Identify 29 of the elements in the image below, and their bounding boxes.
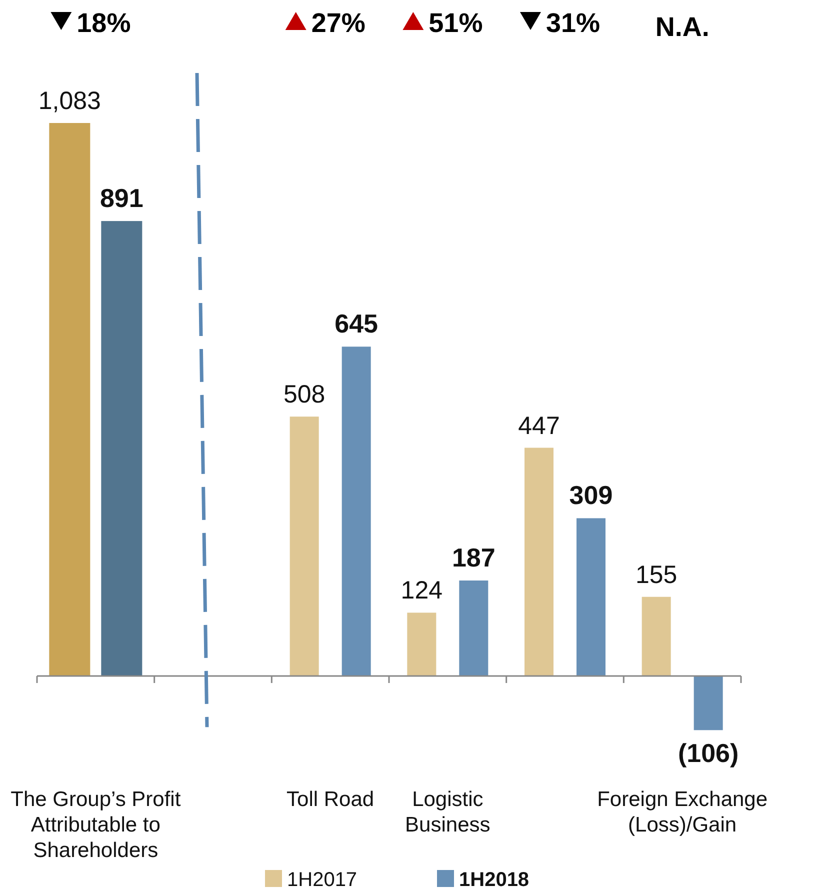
text: 18% bbox=[76, 8, 131, 38]
x-tick-label: The Group’s Profit Attributable to Shareholders bbox=[10, 788, 181, 862]
data-label: 187 bbox=[452, 542, 496, 573]
bar bbox=[524, 448, 554, 676]
bar bbox=[342, 346, 371, 676]
text: N.A. bbox=[655, 12, 710, 42]
text: 27% bbox=[311, 8, 366, 38]
data-label: 155 bbox=[635, 560, 678, 589]
x-tick-label: Logistic Business bbox=[405, 788, 490, 836]
data-label: 309 bbox=[569, 480, 613, 510]
legend-label: 1H2018 bbox=[459, 869, 530, 890]
data-label: 645 bbox=[334, 308, 378, 339]
bar bbox=[407, 612, 436, 676]
bar bbox=[459, 580, 488, 676]
bar bbox=[576, 518, 606, 676]
x-tick-label: Toll Road bbox=[286, 788, 374, 811]
data-label: 124 bbox=[400, 576, 443, 605]
text: 51% bbox=[428, 8, 483, 38]
text: 31% bbox=[546, 8, 600, 38]
bar bbox=[290, 416, 319, 676]
bar bbox=[642, 596, 671, 676]
x-tick-label: Foreign Exchange (Loss)/Gain bbox=[597, 788, 768, 836]
data-label: 447 bbox=[518, 412, 560, 440]
data-label: (106) bbox=[678, 738, 739, 768]
data-label: 891 bbox=[100, 183, 144, 214]
bar bbox=[694, 676, 723, 730]
legend-label: 1H2017 bbox=[287, 869, 358, 890]
data-label: 508 bbox=[283, 380, 326, 409]
data-label: 1,083 bbox=[38, 87, 101, 115]
